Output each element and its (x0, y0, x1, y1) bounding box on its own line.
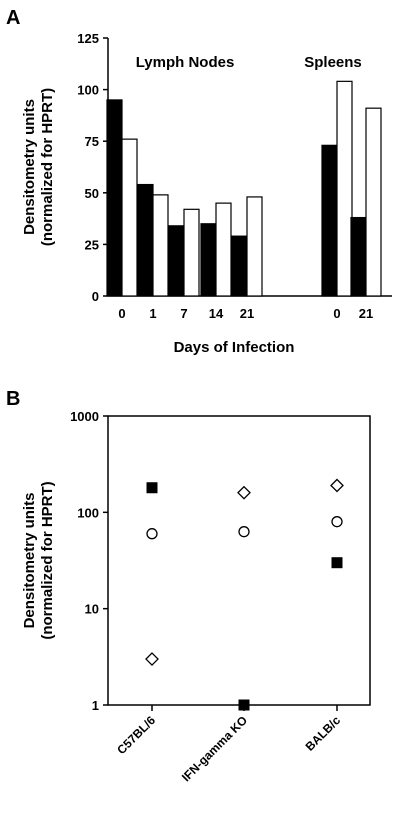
y-tick-label: 100 (77, 505, 99, 520)
y-tick-label: 25 (85, 237, 99, 252)
y-tick-label: 50 (85, 186, 99, 201)
panel-b-scatter-chart: B 1 10 100 1000 Densitometry units(normalized… (6, 388, 371, 784)
bar-filled (137, 183, 154, 297)
x-tick-label: 21 (240, 306, 254, 321)
x-category-label: BALB/c (303, 713, 344, 754)
y-tick-label: 100 (77, 83, 99, 98)
x-tick-label: 0 (118, 306, 125, 321)
point-filled-square (146, 482, 158, 494)
bar-filled (321, 144, 338, 297)
annotation-lymph-nodes: Lymph Nodes (136, 54, 235, 71)
y-axis-title-line-1: Densitometry units (21, 493, 38, 629)
point-open-circle (146, 528, 158, 540)
point-open-diamond (237, 485, 251, 500)
bar-open (152, 194, 169, 297)
bar-open (121, 138, 138, 297)
bar-open (336, 80, 353, 297)
bar-open (365, 107, 382, 297)
y-tick-label: 1000 (70, 409, 99, 424)
panel-a-letter: A (6, 7, 20, 29)
bar-filled (168, 225, 185, 297)
x-category-label: C57BL/6 (114, 713, 158, 757)
bar-filled (350, 216, 367, 297)
x-tick-label: 1 (149, 306, 156, 321)
bar-open (215, 202, 232, 297)
y-axis-title-line-2: (normalized for HPRT) (39, 88, 56, 246)
point-open-circle (331, 516, 343, 528)
y-tick-label: 0 (92, 289, 99, 304)
y-tick-label: 125 (77, 31, 99, 46)
point-open-circle (238, 526, 250, 538)
y-axis-title-line-2: (normalized for HPRT) (39, 481, 56, 639)
bar-open (183, 208, 200, 297)
point-filled-square (238, 699, 250, 711)
y-axis-title-line-1: Densitometry units (21, 99, 38, 235)
bar-filled (106, 99, 123, 297)
bar-open (246, 196, 263, 297)
annotation-spleens: Spleens (304, 54, 362, 71)
y-tick-label: 1 (92, 698, 99, 713)
y-axis-title: Densitometry units(normalized for HPRT) (21, 481, 56, 639)
point-open-diamond (330, 478, 344, 493)
plot-frame (107, 415, 371, 706)
y-axis-title: Densitometry units(normalized for HPRT) (21, 88, 56, 246)
y-tick-label: 75 (85, 134, 99, 149)
point-open-diamond (145, 652, 159, 666)
point-filled-square (331, 557, 343, 569)
x-axis-title: Days of Infection (174, 339, 295, 356)
x-tick-label: 14 (209, 306, 224, 321)
x-tick-label: 7 (180, 306, 187, 321)
panel-b-letter: B (6, 388, 20, 410)
x-category-label: IFN-gamma KO (179, 713, 250, 784)
x-tick-label: 0 (333, 306, 340, 321)
bar-filled (200, 223, 217, 297)
x-tick-label: 21 (359, 306, 373, 321)
y-tick-label: 10 (85, 602, 99, 617)
bar-filled (231, 235, 248, 297)
